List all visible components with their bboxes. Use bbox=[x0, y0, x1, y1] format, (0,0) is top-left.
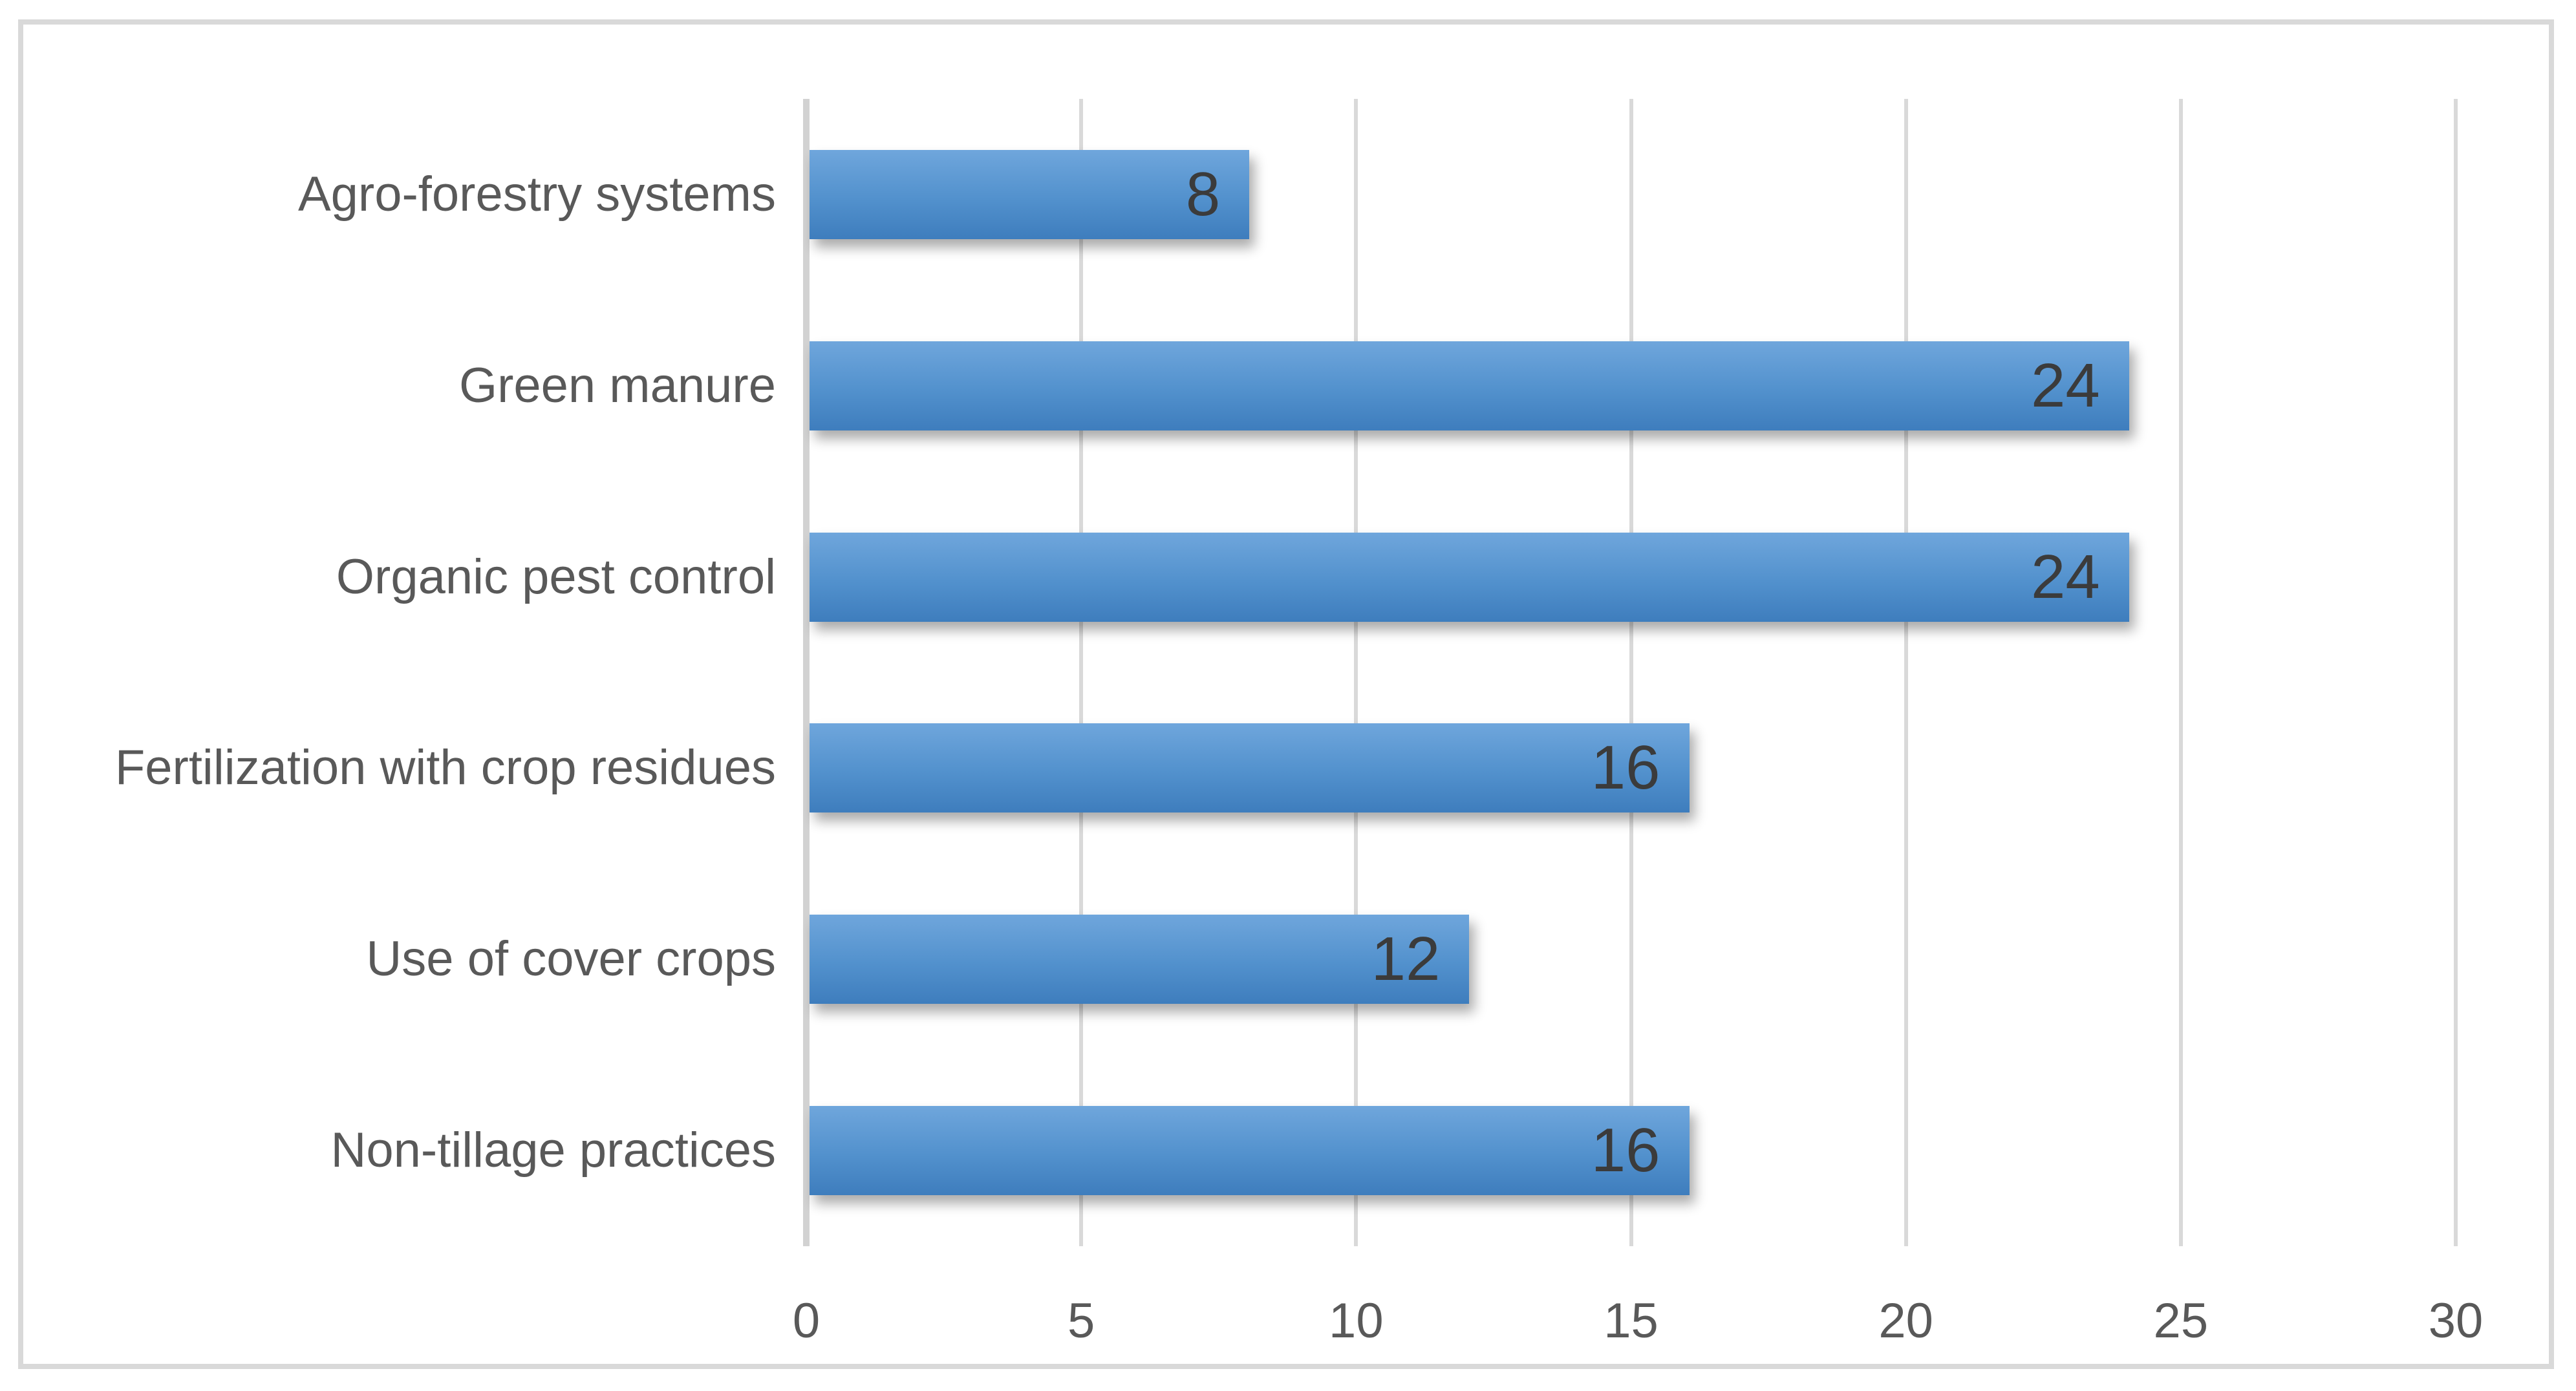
gridline-20 bbox=[1904, 99, 1908, 1246]
category-label-5: Use of cover crops bbox=[366, 931, 776, 987]
bar-5: 12 bbox=[810, 915, 1470, 1004]
value-label-3: 24 bbox=[2031, 542, 2100, 611]
x-tick-label-30: 30 bbox=[2428, 1293, 2484, 1348]
plot-area: 8 24 24 16 12 16 bbox=[803, 99, 2458, 1246]
gridline-25 bbox=[2178, 99, 2183, 1246]
gridline-15 bbox=[1629, 99, 1633, 1246]
x-tick-label-0: 0 bbox=[792, 1293, 821, 1348]
category-axis-line bbox=[803, 99, 810, 1246]
category-label-6: Non-tillage practices bbox=[330, 1123, 776, 1178]
x-tick-label-5: 5 bbox=[1068, 1293, 1095, 1348]
bar-6: 16 bbox=[810, 1106, 1690, 1196]
value-label-4: 16 bbox=[1591, 733, 1660, 803]
gridline-10 bbox=[1354, 99, 1358, 1246]
category-label-4: Fertilization with crop residues bbox=[114, 740, 776, 796]
x-tick-label-15: 15 bbox=[1604, 1293, 1658, 1348]
value-label-5: 12 bbox=[1371, 924, 1441, 994]
bar-3: 24 bbox=[810, 532, 2129, 622]
value-label-2: 24 bbox=[2031, 350, 2100, 420]
bar-2: 24 bbox=[810, 341, 2129, 430]
gridline-5 bbox=[1079, 99, 1084, 1246]
bar-1: 8 bbox=[810, 149, 1250, 239]
x-tick-label-10: 10 bbox=[1329, 1293, 1384, 1348]
bar-4: 16 bbox=[810, 723, 1690, 813]
category-label-3: Organic pest control bbox=[336, 549, 776, 604]
category-label-1: Agro-forestry systems bbox=[297, 166, 776, 222]
gridline-30 bbox=[2454, 99, 2458, 1246]
x-tick-label-20: 20 bbox=[1878, 1293, 1933, 1348]
x-tick-label-25: 25 bbox=[2153, 1293, 2209, 1348]
category-label-2: Green manure bbox=[458, 357, 776, 413]
value-label-6: 16 bbox=[1591, 1116, 1660, 1185]
value-label-1: 8 bbox=[1185, 159, 1221, 229]
